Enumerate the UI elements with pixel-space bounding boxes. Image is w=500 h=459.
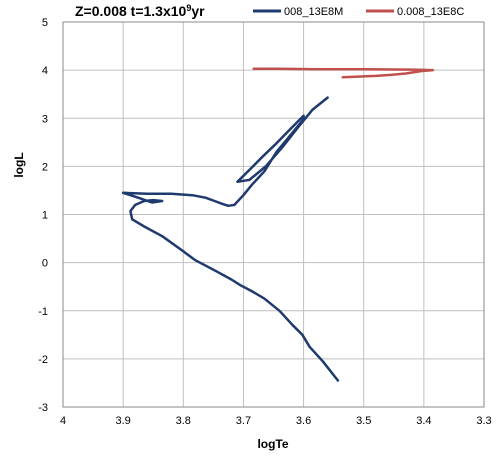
x-tick-label: 3.4 bbox=[416, 415, 431, 427]
x-tick-label: 3.5 bbox=[356, 415, 371, 427]
y-tick-label: 5 bbox=[42, 17, 48, 29]
y-tick-label: 2 bbox=[42, 161, 48, 173]
y-tick-label: -3 bbox=[38, 402, 48, 414]
x-tick-label: 3.8 bbox=[176, 415, 191, 427]
x-tick-label: 3.7 bbox=[236, 415, 251, 427]
y-tick-label: -2 bbox=[38, 354, 48, 366]
y-axis-title: logL bbox=[12, 152, 26, 177]
x-tick-label: 3.3 bbox=[476, 415, 491, 427]
x-axis-ticks: 4 3.9 3.8 3.7 3.6 3.5 3.4 3.3 bbox=[60, 415, 492, 427]
series-line-0 bbox=[121, 96, 340, 382]
chart-title-exponent: 9 bbox=[186, 3, 191, 13]
legend-label-0: 008_13E8M bbox=[284, 6, 343, 18]
chart-title-main: Z=0.008 t=1.3x10 bbox=[75, 3, 187, 19]
legend-label-1: 0.008_13E8C bbox=[397, 6, 464, 18]
chart-title: Z=0.008 t=1.3x109yr bbox=[75, 3, 205, 19]
y-axis-ticks: -3 -2 -1 0 1 2 3 4 5 bbox=[38, 17, 48, 414]
series-lines bbox=[121, 67, 435, 382]
plot-area-frame bbox=[62, 21, 485, 408]
chart-title-unit: yr bbox=[191, 3, 205, 19]
y-tick-label: -1 bbox=[38, 306, 48, 318]
y-tick-label: 1 bbox=[42, 210, 48, 222]
y-tick-label: 0 bbox=[42, 258, 48, 270]
series-line-1 bbox=[252, 67, 435, 79]
x-tick-label: 3.9 bbox=[115, 415, 130, 427]
legend: 008_13E8M 0.008_13E8C bbox=[253, 6, 464, 18]
x-axis-title: logTe bbox=[257, 437, 288, 451]
y-tick-label: 4 bbox=[42, 65, 48, 77]
y-tick-label: 3 bbox=[42, 113, 48, 125]
x-tick-label: 3.6 bbox=[296, 415, 311, 427]
x-tick-label: 4 bbox=[60, 415, 66, 427]
